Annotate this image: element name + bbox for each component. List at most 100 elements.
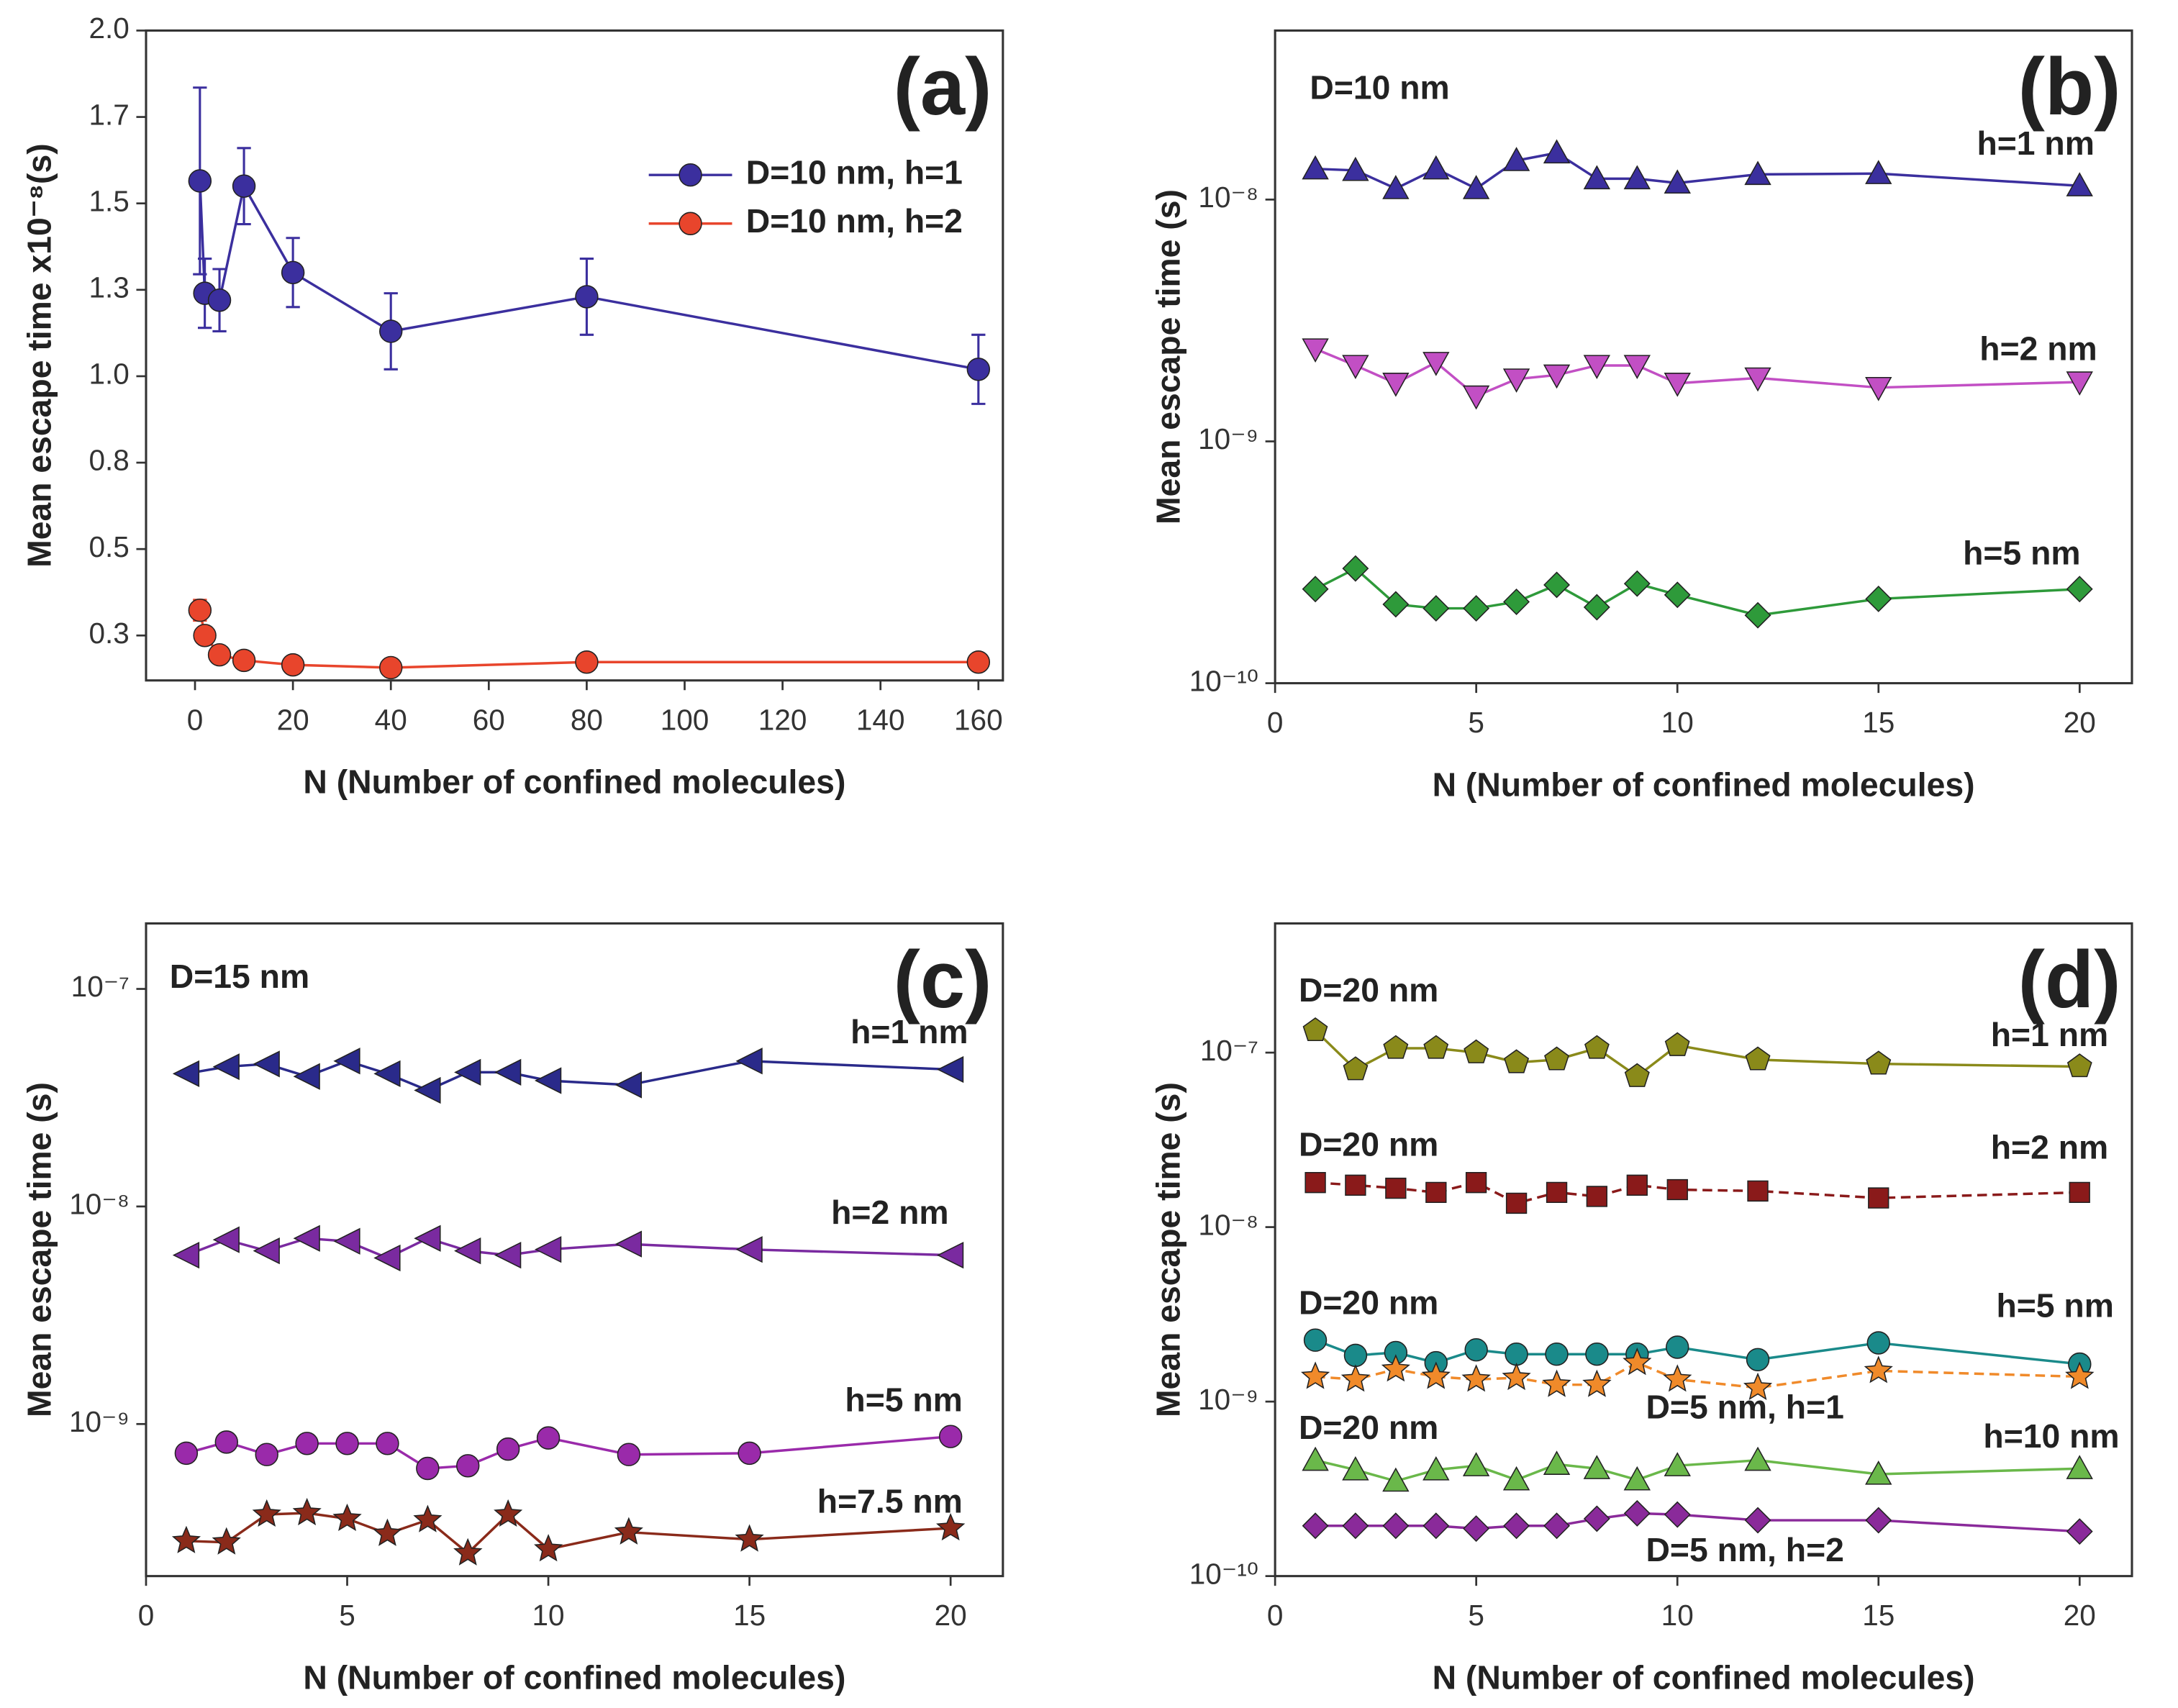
x-tick-label: 5 [1468,706,1484,739]
marker [1302,576,1329,603]
x-tick-label: 100 [661,703,709,736]
marker [1304,1171,1326,1194]
marker [232,648,256,673]
marker [1382,175,1410,199]
marker [373,1518,402,1546]
marker [2069,1181,2090,1204]
marker [2066,576,2093,603]
marker [333,1227,360,1255]
y-axis-title: Mean escape time (s) [1150,1082,1187,1417]
x-tick-label: 10 [1661,1599,1694,1632]
marker [1866,1050,1892,1075]
marker [193,624,217,648]
annotation: D=20 nm [1299,1125,1438,1163]
marker [1422,352,1450,376]
panel-label: (a) [894,42,992,132]
marker [1583,165,1611,190]
marker [936,1241,964,1269]
x-tick-label: 20 [2064,706,2096,739]
marker [1542,1369,1571,1397]
marker [1383,1035,1409,1059]
marker [292,1497,322,1526]
marker [253,1050,280,1078]
y-tick-label: 10⁻⁸ [1198,1208,1258,1241]
marker [293,1225,320,1252]
marker [1746,1348,1770,1371]
marker [1623,1466,1651,1491]
marker [1747,1180,1769,1202]
marker [1585,1342,1609,1366]
series-label: h=10 nm [1983,1417,2119,1455]
marker [1503,589,1530,615]
marker [1663,1364,1692,1392]
plot-frame [145,922,1004,1578]
marker [1865,585,1892,612]
marker [252,1499,281,1527]
marker [373,1060,401,1087]
y-axis-title: Mean escape time (s) [20,1082,58,1417]
marker [454,1058,481,1086]
marker [1583,594,1610,621]
marker [1340,1364,1370,1392]
x-tick-label: 5 [1468,1599,1484,1632]
x-tick-label: 0 [187,703,204,736]
series-label: D=5 nm, h=1 [1646,1388,1843,1425]
series-label: D=5 nm, h=2 [1646,1531,1843,1568]
marker [212,1053,240,1081]
marker [614,1071,643,1099]
marker [735,1524,764,1552]
marker [1502,368,1530,393]
marker [1461,1364,1491,1392]
x-tick-label: 15 [1862,1599,1895,1632]
marker [1664,581,1691,609]
marker [1623,1348,1652,1376]
series-label: h=2 nm [1979,330,2097,368]
marker [1301,1361,1330,1389]
marker [1666,1335,1689,1359]
marker [1582,1369,1612,1397]
plot-frame [1274,29,2133,685]
marker [1744,1446,1771,1471]
x-tick-label: 140 [856,703,905,736]
x-tick-label: 15 [733,1599,766,1632]
panel-label: (d) [2018,935,2121,1025]
marker [188,169,212,193]
marker [535,1067,562,1094]
marker [1624,1063,1650,1087]
marker [376,1432,399,1455]
marker [575,285,599,309]
marker [1464,1337,1488,1362]
marker [1423,1035,1449,1059]
marker [1302,338,1329,363]
marker [535,1236,562,1263]
marker [1623,165,1651,190]
x-tick-label: 10 [1661,706,1694,739]
marker [174,1441,199,1466]
annotation: D=10 nm [1310,69,1449,106]
marker [1382,1512,1410,1540]
marker [1302,155,1329,180]
marker [1422,1456,1450,1481]
marker [1664,169,1691,194]
marker [1462,385,1490,410]
marker [1425,1181,1447,1204]
marker [332,1503,362,1531]
marker [1543,1450,1571,1475]
marker [255,1443,278,1466]
annotation: D=15 nm [170,958,309,995]
marker [253,1237,280,1265]
y-tick-label: 10⁻⁹ [1198,1383,1258,1416]
marker [333,1048,360,1075]
marker [617,1443,641,1466]
marker [413,1504,443,1532]
marker [1546,1181,1568,1204]
marker [232,174,256,198]
series-label: h=5 nm [845,1381,962,1419]
marker [379,655,403,680]
marker [414,1076,441,1104]
marker [1463,1515,1490,1543]
marker [212,1527,241,1555]
y-axis-title: Mean escape time x10⁻⁸(s) [20,143,58,568]
marker [1543,571,1571,599]
